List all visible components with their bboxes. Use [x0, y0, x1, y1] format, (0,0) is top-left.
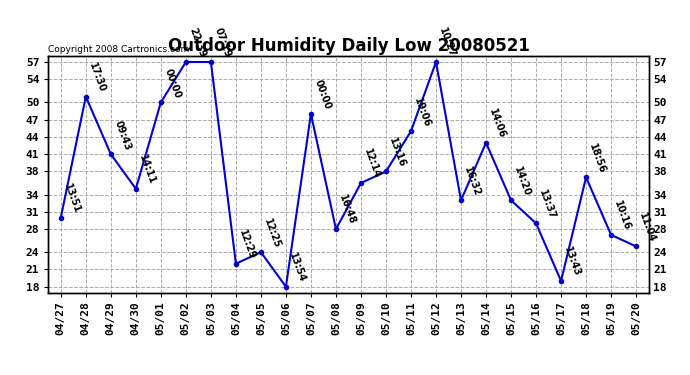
Text: 14:06: 14:06	[487, 107, 507, 140]
Text: Copyright 2008 Cartronics.com: Copyright 2008 Cartronics.com	[48, 45, 190, 54]
Text: 10:27: 10:27	[437, 27, 457, 59]
Text: 13:16: 13:16	[387, 136, 407, 169]
Text: 14:20: 14:20	[513, 165, 533, 198]
Text: 17:30: 17:30	[87, 61, 107, 94]
Text: 14:11: 14:11	[137, 153, 157, 186]
Text: 16:48: 16:48	[337, 194, 357, 226]
Text: 07:19: 07:19	[213, 27, 233, 59]
Text: 11:04: 11:04	[638, 211, 658, 244]
Text: 09:43: 09:43	[112, 119, 132, 152]
Text: 10:16: 10:16	[613, 200, 633, 232]
Text: 12:14: 12:14	[362, 148, 382, 180]
Text: 13:51: 13:51	[62, 182, 82, 215]
Text: 13:43: 13:43	[562, 246, 582, 278]
Text: 12:29: 12:29	[237, 228, 257, 261]
Text: 13:37: 13:37	[538, 188, 558, 220]
Text: 00:00: 00:00	[162, 67, 182, 100]
Text: 19:06: 19:06	[413, 96, 433, 128]
Text: 22:39: 22:39	[187, 27, 207, 59]
Text: 00:00: 00:00	[313, 78, 333, 111]
Text: 18:56: 18:56	[587, 142, 607, 174]
Text: 16:32: 16:32	[462, 165, 482, 198]
Text: 13:54: 13:54	[287, 251, 307, 284]
Title: Outdoor Humidity Daily Low 20080521: Outdoor Humidity Daily Low 20080521	[168, 37, 529, 55]
Text: 12:25: 12:25	[262, 217, 282, 249]
